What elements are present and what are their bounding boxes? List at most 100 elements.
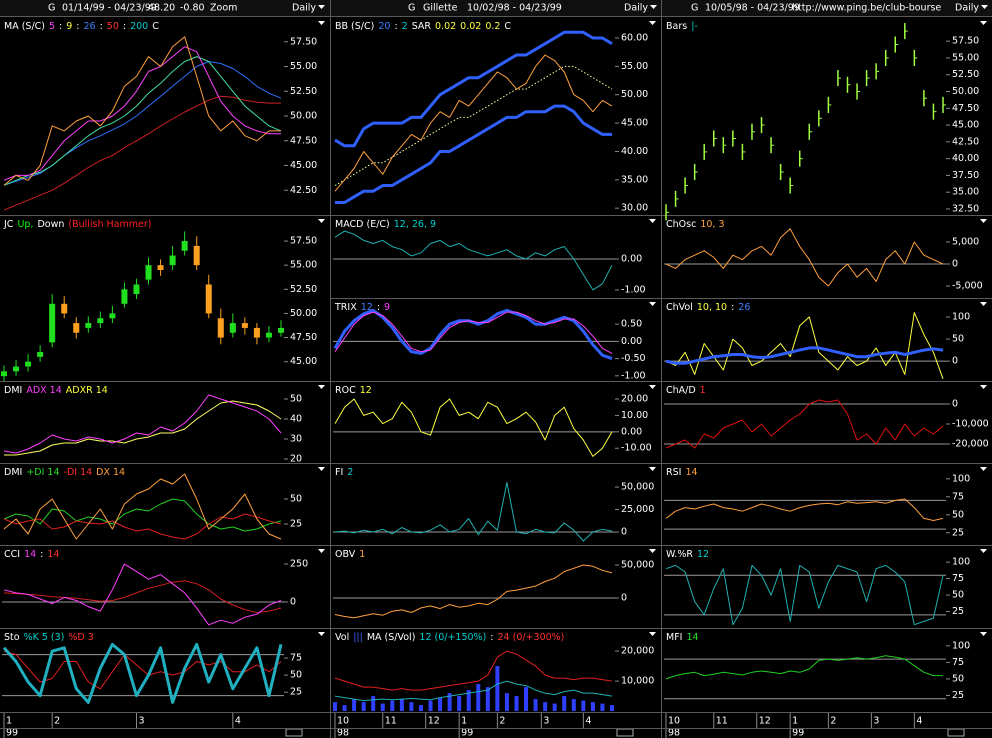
y-tick-label: -10.00 bbox=[621, 443, 652, 454]
volume-bar bbox=[533, 699, 538, 712]
dropdown-arrow[interactable] bbox=[318, 5, 325, 9]
x-tick-label: 10 bbox=[337, 716, 349, 727]
zoom-button[interactable]: Zoom bbox=[210, 3, 237, 14]
dropdown-arrow[interactable] bbox=[650, 5, 657, 9]
volume-bar bbox=[342, 705, 347, 712]
panel-menu-arrow[interactable] bbox=[649, 549, 656, 553]
legend-item: ADXR 14 bbox=[66, 385, 108, 396]
candle-body bbox=[121, 289, 128, 304]
panel-menu-arrow[interactable] bbox=[318, 549, 325, 553]
indicator-line bbox=[3, 36, 281, 186]
indicator-line bbox=[665, 399, 944, 449]
legend-item: : bbox=[394, 21, 397, 32]
legend-item: TRIX bbox=[334, 302, 357, 313]
indicator-line bbox=[2, 642, 283, 704]
panel-menu-arrow[interactable] bbox=[980, 219, 987, 223]
panel-menu-arrow[interactable] bbox=[980, 21, 987, 25]
candle-body bbox=[37, 352, 44, 357]
y-tick-label: 35.00 bbox=[621, 174, 648, 185]
legend-item: 5 bbox=[49, 21, 55, 32]
panel-menu-arrow[interactable] bbox=[980, 632, 987, 636]
candle-body bbox=[193, 245, 200, 266]
panel-menu-arrow[interactable] bbox=[318, 385, 325, 389]
volume-bar bbox=[562, 696, 567, 712]
volume-bar bbox=[333, 702, 337, 712]
y-tick-label: -10,000 bbox=[952, 419, 989, 430]
y-tick-label: 50.00 bbox=[290, 111, 317, 122]
panel-menu-arrow[interactable] bbox=[649, 219, 656, 223]
legend-item: 26 bbox=[738, 302, 750, 313]
volume-bar bbox=[571, 699, 576, 712]
y-tick-label: 50,000 bbox=[621, 482, 654, 493]
panel-legend: DMI ADX 14 ADXR 14 bbox=[4, 385, 108, 396]
y-tick-label: 100 bbox=[952, 473, 970, 484]
y-tick-label: 45.00 bbox=[290, 356, 317, 367]
y-tick-label: 52.50 bbox=[290, 284, 317, 295]
panel-menu-arrow[interactable] bbox=[649, 385, 656, 389]
panel-menu-arrow[interactable] bbox=[980, 549, 987, 553]
panel-menu-arrow[interactable] bbox=[649, 632, 656, 636]
legend-item: : bbox=[40, 549, 43, 560]
panel-menu-arrow[interactable] bbox=[980, 385, 987, 389]
legend-item: 26 bbox=[84, 21, 96, 32]
legend-item: 12, 26, 9 bbox=[394, 219, 436, 230]
y-tick-label: 75 bbox=[952, 657, 964, 668]
panel-menu-arrow[interactable] bbox=[318, 219, 325, 223]
candle-body bbox=[85, 323, 92, 328]
header-range: 10/05/98 - 04/23/99 bbox=[705, 3, 800, 14]
y-tick-label: 37.50 bbox=[952, 170, 979, 181]
legend-item: : bbox=[731, 302, 734, 313]
panel-menu-arrow[interactable] bbox=[649, 21, 656, 25]
legend-item: FI bbox=[335, 467, 343, 478]
candle-body bbox=[13, 366, 20, 372]
scroll-buttons[interactable] bbox=[285, 728, 965, 737]
legend-item: 0.02 bbox=[460, 21, 481, 32]
year-label: 99 bbox=[461, 728, 473, 738]
period-selector[interactable]: Daily bbox=[955, 3, 979, 14]
indicator-line bbox=[333, 308, 613, 361]
candle-body bbox=[61, 303, 68, 314]
legend-item: 200 bbox=[130, 21, 148, 32]
panel-menu-arrow[interactable] bbox=[318, 21, 325, 25]
indicator-line bbox=[335, 104, 612, 204]
y-tick-label: 25 bbox=[952, 690, 964, 701]
panel-menu-arrow[interactable] bbox=[980, 467, 987, 471]
legend-item: : bbox=[59, 21, 62, 32]
y-tick-label: 25 bbox=[952, 606, 964, 617]
period-selector[interactable]: Daily bbox=[292, 3, 316, 14]
period-selector[interactable]: Daily bbox=[624, 3, 648, 14]
y-tick-label: 25 bbox=[290, 687, 302, 698]
legend-item: 20 bbox=[378, 21, 390, 32]
y-tick-label: 10,000 bbox=[621, 676, 654, 687]
panel-legend: ChOsc 10, 3 bbox=[666, 219, 725, 230]
dropdown-arrow[interactable] bbox=[981, 5, 988, 9]
y-tick-label: 42.50 bbox=[290, 185, 317, 196]
y-tick-label: 25,000 bbox=[621, 504, 654, 515]
y-tick-label: 45.00 bbox=[621, 118, 648, 129]
legend-item: DMI bbox=[4, 385, 22, 396]
volume-bar bbox=[380, 703, 385, 712]
indicator-line bbox=[3, 394, 282, 454]
y-tick-label: 47.50 bbox=[290, 332, 317, 343]
panel-menu-arrow[interactable] bbox=[980, 302, 987, 306]
y-tick-label: 47.50 bbox=[290, 135, 317, 146]
indicator-line bbox=[3, 473, 282, 540]
y-tick-label: -1.00 bbox=[621, 284, 646, 295]
panel-menu-arrow[interactable] bbox=[318, 632, 325, 636]
x-tick-label: 11 bbox=[716, 716, 728, 727]
panel-menu-arrow[interactable] bbox=[649, 302, 656, 306]
panel-legend: W.%R 12 bbox=[666, 549, 709, 560]
panel-legend: BB (S/C) 20:2 SAR 0.02 0.02 0.2 C bbox=[335, 21, 511, 32]
panel-menu-arrow[interactable] bbox=[318, 467, 325, 471]
legend-item: C bbox=[504, 21, 511, 32]
x-tick-label: 12 bbox=[428, 716, 440, 727]
panel-menu-arrow[interactable] bbox=[649, 467, 656, 471]
y-tick-label: 57.50 bbox=[952, 36, 979, 47]
y-tick-label: 40.00 bbox=[952, 153, 979, 164]
x-tick-label: 3 bbox=[873, 716, 879, 727]
volume-bar bbox=[504, 693, 509, 712]
legend-item: 1 bbox=[359, 549, 365, 560]
indicator-line bbox=[334, 230, 613, 291]
legend-item: 12 bbox=[360, 385, 372, 396]
